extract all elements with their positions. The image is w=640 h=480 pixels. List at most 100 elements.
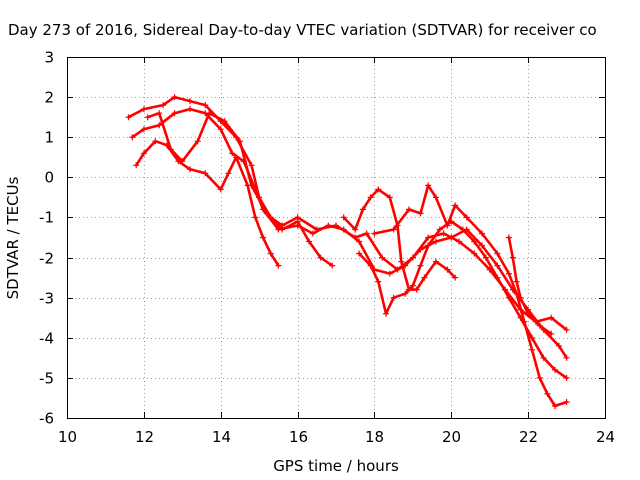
data-point [555,342,562,349]
data-point [471,250,478,257]
data-point [225,170,232,177]
data-point [356,250,363,257]
data-point [505,234,512,241]
data-point [536,322,543,329]
data-point [440,230,447,237]
data-point [179,158,186,165]
data-point [505,270,512,277]
data-point [233,154,240,161]
data-point [252,214,259,221]
data-point [160,102,167,109]
data-point [432,194,439,201]
series-track-8 [505,234,555,337]
data-point [425,242,432,249]
data-point [329,262,336,269]
data-point [152,138,159,145]
data-point [294,218,301,225]
data-point [248,182,255,189]
data-point [463,214,470,221]
data-point [306,238,313,245]
data-point [371,230,378,237]
y-tick-label: 2 [44,89,54,107]
x-tick-label: 14 [212,428,231,446]
data-point [309,230,316,237]
data-point [479,230,485,237]
data-point [413,286,420,293]
data-point [144,114,151,121]
series-line [131,107,568,360]
x-tick-label: 18 [365,428,384,446]
data-point [479,242,485,249]
data-series [125,94,570,409]
data-point [267,250,274,257]
series-track-4 [144,110,336,269]
data-point [448,234,455,241]
data-point [279,226,286,233]
data-point [417,210,424,217]
y-tick-label: -3 [39,290,54,308]
data-point [156,110,163,117]
data-point [563,399,570,405]
series-line [134,139,280,267]
data-point [525,310,532,317]
data-point [367,194,374,201]
series-track-1 [125,94,570,333]
data-point [340,226,347,233]
data-point [248,162,255,169]
x-tick-label: 12 [135,428,154,446]
data-point [494,262,501,269]
data-point [425,182,432,189]
series-track-7 [371,182,570,409]
data-point [552,366,558,373]
data-point [540,354,547,361]
data-point [187,166,193,173]
data-point [513,278,520,285]
data-point [171,94,178,101]
series-track-6 [356,218,570,381]
data-point [340,214,347,221]
data-point [548,330,555,337]
x-tick-label: 24 [596,428,615,446]
data-point [521,318,528,325]
data-point [156,122,163,129]
y-tick-label: -2 [39,250,54,268]
data-point [229,150,236,157]
data-point [386,194,393,201]
data-point [563,354,570,361]
data-point [444,266,451,273]
series-track-3 [133,138,282,269]
data-point [140,150,147,157]
data-point [425,234,432,241]
y-tick-label: -5 [39,370,54,388]
y-tick-label: 1 [44,129,54,147]
data-point [140,126,147,133]
data-point [390,226,397,233]
data-point [459,226,466,233]
y-tick-label: 0 [44,169,54,187]
plot-frame [67,57,606,419]
data-point [406,206,412,213]
data-point [356,238,363,245]
data-point [171,110,178,117]
series-line [342,188,457,291]
data-point [432,238,439,245]
data-point [456,238,462,245]
data-point [260,234,266,241]
data-point [452,274,459,281]
data-point [217,186,224,193]
data-point [563,326,570,333]
data-point [125,114,132,121]
y-tick-label: -6 [39,410,54,428]
data-point [263,210,270,217]
data-point [386,270,393,277]
data-point [421,274,428,281]
data-point [529,346,535,353]
data-point [317,254,324,261]
data-point [517,294,524,301]
data-point [509,254,516,261]
grid-lines [67,57,605,418]
data-point [187,106,193,113]
data-point [417,262,424,269]
